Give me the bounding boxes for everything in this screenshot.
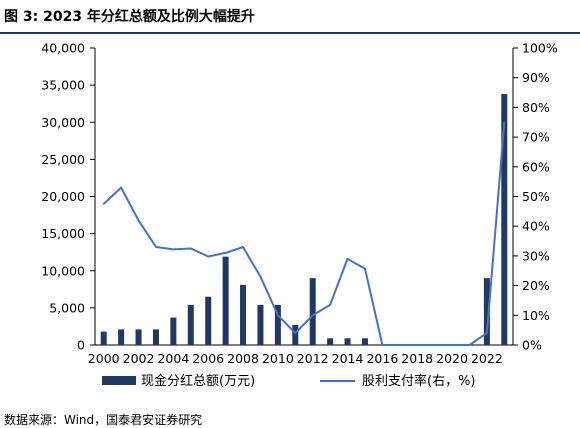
bar	[205, 296, 212, 345]
x-tick-label: 2020	[436, 351, 468, 366]
line-point	[102, 203, 105, 205]
x-tick-label: 2018	[401, 351, 433, 366]
x-tick-label: 2000	[88, 351, 120, 366]
right-y-tick-label: 90%	[522, 70, 550, 85]
line-point	[486, 332, 488, 334]
x-tick-label: 2006	[192, 351, 224, 366]
line-point	[381, 344, 384, 346]
bar	[135, 329, 142, 345]
x-tick-label: 2010	[262, 351, 294, 366]
bar	[309, 278, 316, 345]
right-y-tick-label: 20%	[522, 278, 550, 293]
legend-bar-label: 现金分红总额(万元)	[141, 373, 255, 389]
right-y-tick-label: 0%	[522, 338, 542, 353]
left-y-tick-label: 30,000	[41, 115, 85, 130]
bar	[187, 304, 194, 345]
bar	[501, 94, 508, 345]
left-y-tick-label: 0	[77, 338, 85, 353]
bar	[274, 304, 281, 345]
line-point	[189, 247, 192, 250]
right-y-tick-label: 30%	[522, 248, 550, 263]
x-tick-label: 2004	[157, 351, 189, 366]
line-point	[259, 275, 262, 278]
bar	[361, 338, 368, 345]
line-path	[103, 122, 506, 346]
line-point	[416, 344, 419, 346]
legend-bar-swatch	[102, 376, 136, 385]
bar	[344, 338, 351, 345]
legend: 现金分红总额(万元) 股利支付率(右，%)	[102, 373, 476, 389]
left-y-tick-label: 35,000	[41, 78, 85, 93]
right-y-tick-label: 80%	[522, 100, 550, 115]
line-point	[207, 255, 210, 258]
line-point	[398, 344, 401, 346]
x-tick-label: 2012	[297, 351, 329, 366]
left-y-tick-label: 15,000	[41, 226, 85, 241]
left-y-tick-label: 5,000	[49, 300, 85, 315]
right-y-tick-label: 10%	[522, 308, 550, 323]
line-point	[120, 186, 122, 189]
right-y-ticks: 0% 10% 20% 30% 40% 50% 60% 70% 80% 90% 100%	[513, 41, 558, 353]
x-tick-label: 2022	[471, 351, 503, 366]
x-tick-label: 2008	[227, 351, 259, 366]
x-tick-label: 2002	[123, 351, 155, 366]
bar	[483, 278, 490, 345]
x-ticks: 2000 2002 2004 2006 2008 2010 2012 2014 2016 2018…	[88, 351, 503, 366]
axes	[94, 48, 514, 346]
line-point	[451, 344, 453, 346]
line-point	[311, 314, 314, 317]
bar	[170, 317, 177, 345]
line-point	[433, 344, 436, 346]
right-y-tick-label: 60%	[522, 159, 550, 174]
bar-series	[100, 94, 508, 345]
right-y-tick-label: 100%	[522, 41, 558, 56]
left-y-tick-label: 20,000	[41, 189, 85, 204]
title-rule	[0, 32, 580, 34]
line-point	[172, 248, 175, 251]
figure-title: 图 3: 2023 年分红总额及比例大幅提升	[4, 9, 255, 25]
left-y-tick-label: 10,000	[41, 263, 85, 278]
bar	[222, 256, 229, 345]
bar	[292, 324, 299, 345]
line-point	[329, 304, 331, 306]
x-tick-label: 2016	[366, 351, 398, 366]
line-point	[155, 246, 157, 248]
left-y-tick-label: 40,000	[41, 41, 85, 56]
line-point	[137, 219, 140, 222]
line-point	[468, 344, 471, 346]
bar	[118, 329, 125, 345]
line-point	[277, 314, 279, 317]
line-point	[364, 267, 366, 270]
bar	[327, 338, 334, 345]
line-point	[294, 332, 297, 334]
line-series	[102, 121, 506, 346]
right-y-tick-label: 40%	[522, 219, 550, 234]
line-point	[224, 252, 227, 254]
line-point	[503, 121, 506, 124]
right-y-tick-label: 70%	[522, 130, 550, 145]
bar	[240, 284, 247, 345]
source-note: 数据来源：Wind，国泰君安证券研究	[4, 413, 203, 427]
line-point	[346, 258, 349, 260]
left-y-tick-label: 25,000	[41, 152, 85, 167]
right-y-tick-label: 50%	[522, 189, 550, 204]
bar	[257, 304, 264, 345]
bar	[100, 331, 107, 345]
left-y-ticks: 0 5,000 10,000 15,000 20,000 25,000 30,000 35,0…	[41, 41, 95, 353]
bar	[152, 329, 159, 345]
line-point	[242, 246, 244, 248]
legend-line-label: 股利支付率(右，%)	[362, 373, 476, 389]
x-tick-label: 2014	[332, 351, 364, 366]
